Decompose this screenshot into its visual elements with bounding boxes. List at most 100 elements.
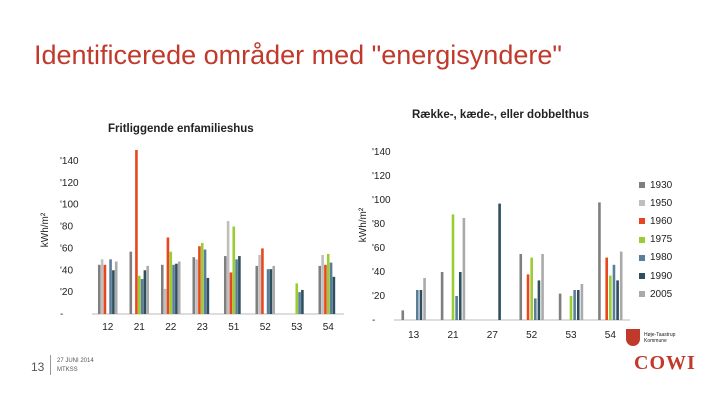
- bar: [269, 269, 273, 314]
- x-tick-label: 53: [291, 322, 303, 333]
- x-tick-label: 13: [408, 330, 420, 341]
- y-axis-label: kWh/m²: [358, 207, 369, 242]
- y-tick-label: -: [60, 309, 63, 320]
- bar: [329, 262, 333, 314]
- bar: [166, 237, 170, 314]
- bar: [232, 226, 236, 314]
- municipality-name-line: Kommune: [644, 337, 667, 344]
- page-number: 13: [31, 360, 45, 374]
- y-tick-label: '120: [372, 171, 391, 182]
- y-tick-label: -: [372, 315, 375, 326]
- y-axis-label: kWh/m²: [40, 212, 51, 247]
- legend-item: 1975: [639, 231, 672, 249]
- bar: [569, 296, 573, 320]
- bar: [229, 272, 233, 314]
- x-tick-label: 54: [323, 322, 335, 333]
- legend-swatch: [639, 218, 645, 225]
- y-tick-label: '20: [60, 287, 73, 298]
- legend-label: 1930: [650, 179, 673, 191]
- bar: [451, 214, 455, 320]
- legend-item: 1930: [639, 176, 672, 194]
- legend-label: 1980: [650, 252, 673, 264]
- municipality-logo: Høje-Taastrup Kommune: [626, 329, 675, 346]
- bar: [169, 251, 173, 314]
- bar: [526, 274, 530, 320]
- bar: [114, 261, 118, 314]
- bar: [598, 202, 601, 320]
- y-tick-label: '80: [372, 219, 385, 230]
- bar: [135, 150, 138, 314]
- bar: [576, 290, 580, 320]
- footer-date: 27 JUNI 2014 MTKSS: [57, 357, 94, 375]
- bar: [573, 290, 576, 320]
- bar: [172, 264, 175, 314]
- bar: [332, 276, 336, 314]
- bar: [203, 249, 207, 314]
- bar: [530, 257, 533, 320]
- legend-item: 1990: [639, 267, 672, 285]
- x-tick-label: 27: [487, 330, 499, 341]
- bar: [160, 264, 164, 314]
- y-tick-label: '80: [60, 222, 73, 233]
- shield-icon: [626, 329, 640, 346]
- y-tick-label: '40: [60, 265, 73, 276]
- x-tick-label: 22: [165, 322, 177, 333]
- y-tick-label: '140: [372, 147, 391, 158]
- bar: [519, 254, 523, 320]
- bar: [103, 264, 107, 314]
- chart-legend: 1930 1950 1960 1975 1980 1990 2005: [639, 176, 672, 303]
- bar: [533, 298, 537, 320]
- bar: [498, 203, 501, 320]
- bar: [255, 265, 259, 314]
- bar: [419, 290, 423, 320]
- y-tick-label: '20: [372, 291, 385, 302]
- bar: [177, 261, 181, 314]
- bar: [272, 265, 276, 314]
- y-tick-label: '140: [60, 156, 79, 167]
- bar: [206, 277, 210, 314]
- bar: [326, 253, 330, 314]
- y-tick-label: '100: [60, 200, 79, 211]
- legend-label: 1960: [650, 215, 673, 227]
- bar: [580, 284, 584, 320]
- footer-date-line: 27 JUNI 2014: [57, 358, 94, 364]
- bar: [537, 280, 541, 320]
- legend-swatch: [639, 200, 645, 207]
- bar: [605, 257, 609, 320]
- bar: [423, 278, 426, 320]
- footer-date-line: MTKSS: [57, 367, 78, 373]
- bar: [462, 218, 466, 320]
- bar: [235, 259, 238, 314]
- bar: [143, 270, 147, 314]
- legend-item: 2005: [639, 285, 672, 303]
- bar: [146, 265, 150, 314]
- x-tick-label: 23: [197, 322, 209, 333]
- bar: [261, 248, 264, 314]
- x-tick-label: 52: [260, 322, 272, 333]
- bar: [192, 257, 196, 314]
- y-tick-label: '60: [372, 243, 385, 254]
- bar: [301, 289, 304, 314]
- bar: [619, 251, 623, 320]
- legend-label: 2005: [650, 288, 673, 300]
- bar: [612, 264, 616, 320]
- legend-item: 1950: [639, 194, 672, 212]
- legend-item: 1980: [639, 249, 672, 267]
- x-tick-label: 12: [102, 322, 114, 333]
- legend-item: 1960: [639, 212, 672, 230]
- bar: [558, 293, 562, 320]
- bar: [440, 272, 444, 320]
- bar: [163, 288, 167, 314]
- bar: [415, 290, 419, 320]
- legend-swatch: [639, 273, 645, 280]
- bar: [609, 275, 612, 320]
- bar: [175, 263, 178, 314]
- legend-swatch: [639, 291, 645, 298]
- footer-divider: [50, 355, 51, 375]
- y-tick-label: '60: [60, 243, 73, 254]
- x-tick-label: 52: [526, 330, 538, 341]
- bar: [298, 292, 301, 314]
- bar: [458, 272, 462, 320]
- bar: [200, 242, 204, 314]
- legend-label: 1950: [650, 197, 673, 209]
